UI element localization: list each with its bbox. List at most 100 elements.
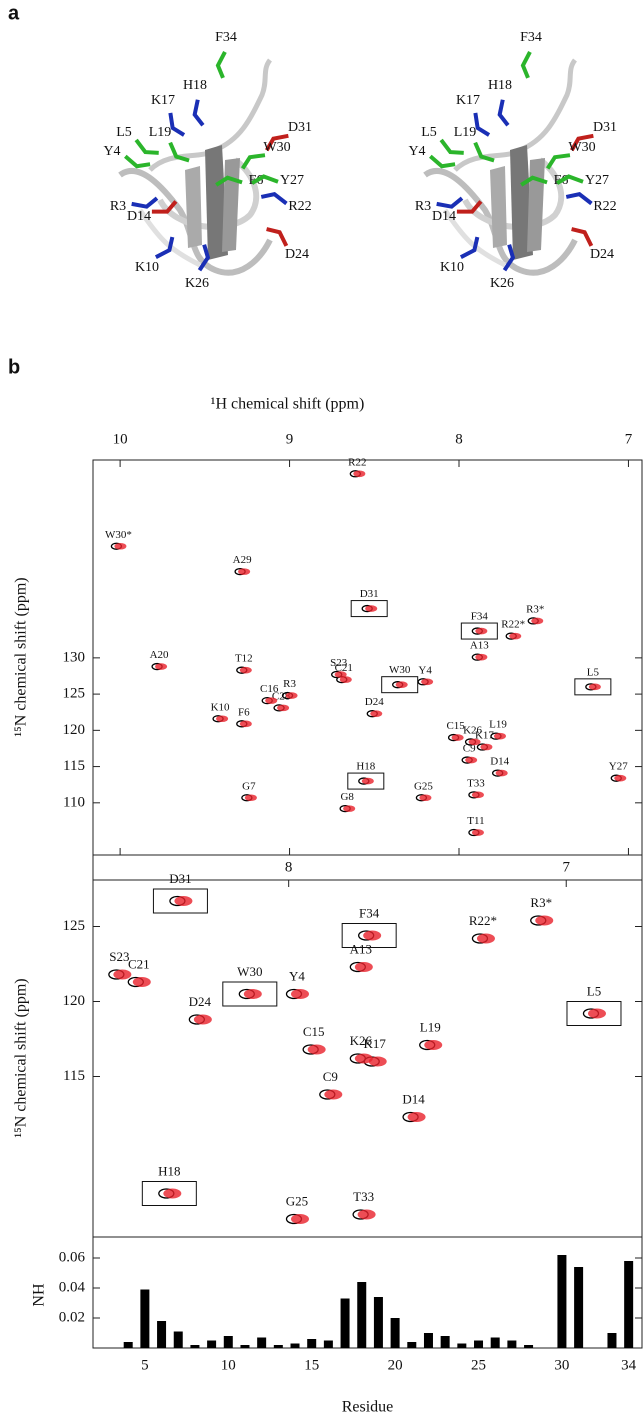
peak-label: L19 [489, 719, 507, 731]
bar [607, 1333, 617, 1348]
peak-label: L5 [587, 983, 601, 998]
side-chain [520, 51, 532, 79]
label-box [141, 1181, 197, 1206]
y-tick-label: 0.04 [59, 1279, 86, 1295]
peak-label: A20 [150, 649, 169, 661]
label-box [574, 678, 612, 696]
peak-label: Y27 [609, 761, 628, 773]
peak [243, 989, 262, 999]
peak [476, 933, 495, 944]
peak [239, 720, 252, 728]
residue-label: Y27 [585, 173, 609, 188]
residue-label: K26 [185, 276, 209, 291]
side-chain [456, 200, 483, 214]
peak-label: W30 [237, 964, 262, 979]
bar [474, 1340, 484, 1348]
peak [334, 671, 347, 678]
peak-label: D31 [360, 588, 379, 600]
peak-label: T33 [353, 1189, 374, 1204]
side-chain [545, 153, 571, 170]
panel-label: a [8, 2, 20, 24]
side-chain [502, 244, 516, 272]
bar [190, 1345, 200, 1348]
side-chain [429, 154, 456, 169]
peak [531, 617, 544, 625]
label-box [347, 772, 385, 790]
peak-label: H18 [158, 1163, 180, 1178]
side-chain [131, 196, 159, 209]
x-tick-label: 7 [562, 859, 570, 875]
bar [373, 1297, 383, 1348]
peak-label: F6 [238, 706, 250, 718]
peak-label: T33 [467, 777, 485, 789]
peak-label: G25 [286, 1193, 308, 1208]
bar [207, 1340, 217, 1348]
peak-label: D14 [490, 756, 509, 768]
residue-label: F34 [215, 30, 237, 45]
peak-label: C15 [446, 720, 465, 732]
peak [535, 915, 554, 926]
y-tick-label: 0.06 [59, 1249, 86, 1265]
peak [291, 989, 310, 999]
peak [343, 805, 356, 812]
bar [340, 1298, 350, 1348]
label-box [566, 1001, 622, 1026]
peak-label: K17 [364, 1036, 387, 1051]
peak-label: D24 [365, 696, 384, 708]
peak [163, 1188, 182, 1199]
side-chain [154, 236, 175, 259]
peak [353, 470, 366, 478]
peak-label: R3* [526, 603, 544, 615]
peak [238, 568, 251, 575]
side-chain [168, 112, 186, 137]
peak [354, 1053, 373, 1064]
peak [475, 627, 488, 635]
peak-label: A29 [233, 554, 252, 566]
side-chain [497, 99, 510, 127]
residue-label: K17 [151, 93, 175, 108]
peak [132, 977, 151, 987]
side-chain [556, 174, 584, 185]
y-tick-label: 120 [63, 722, 86, 738]
peak-label: R3* [530, 895, 552, 910]
peak [277, 704, 290, 712]
side-chain [240, 153, 266, 170]
x-axis-title: Residue [342, 1399, 394, 1416]
peak-label: F34 [471, 611, 489, 623]
residue-label: H18 [488, 78, 512, 93]
residue-label: R22 [593, 199, 616, 214]
side-chain [197, 244, 211, 272]
peak [493, 732, 506, 740]
residue-label: F34 [520, 30, 542, 45]
y-tick-label: 115 [63, 758, 85, 774]
x-tick-label: 10 [113, 431, 128, 447]
peak-label: F34 [359, 905, 380, 920]
peak [465, 756, 478, 764]
side-chain [266, 227, 289, 247]
peak [216, 715, 229, 723]
side-chain [192, 99, 205, 127]
residue-label: Y4 [103, 144, 120, 159]
side-chain [260, 192, 288, 206]
bar [140, 1289, 150, 1348]
peak [365, 605, 378, 612]
peak [291, 1214, 310, 1224]
peak [114, 542, 127, 550]
peak [174, 896, 193, 906]
peak-label: K26 [463, 724, 482, 736]
plot-frame [92, 1236, 643, 1349]
peak [495, 769, 508, 777]
residue-label: K26 [490, 276, 514, 291]
bar [574, 1267, 584, 1348]
bar [223, 1336, 233, 1348]
peak-label: G7 [242, 780, 256, 792]
residue-label: K10 [440, 260, 464, 275]
side-chain [215, 51, 227, 79]
bar [440, 1336, 450, 1348]
residue-label: D24 [590, 247, 614, 262]
side-chain [520, 175, 548, 187]
bar [423, 1333, 433, 1348]
bar [624, 1261, 634, 1348]
bar [257, 1337, 267, 1348]
side-chain [459, 236, 480, 259]
